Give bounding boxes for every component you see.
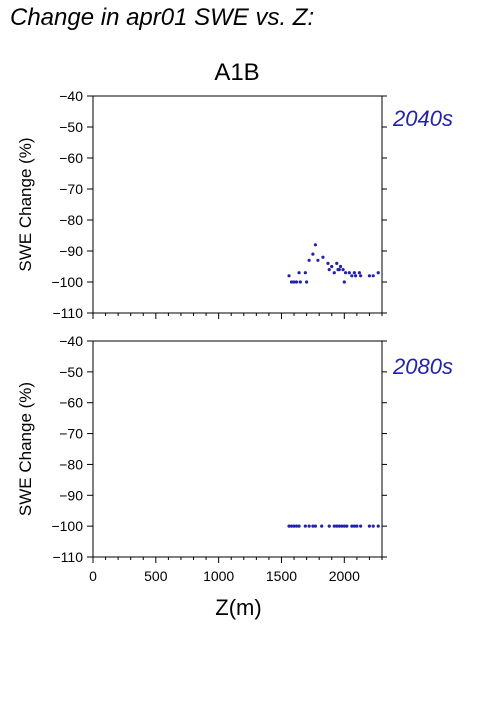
panel-2080s-y-tick-label: −70: [59, 426, 83, 442]
panel-2080s-data-point: [294, 524, 299, 528]
panel-2080s-data-point: [359, 524, 363, 528]
panel-2040s-data-point: [371, 274, 375, 278]
panel-2080s-y-tick-label: −80: [59, 456, 83, 472]
panel-2040s-data-point: [352, 271, 356, 275]
panel-2080s-data-point: [327, 524, 331, 528]
panel-2080s-data-point: [303, 524, 307, 528]
panel-2080s-y-tick-label: −60: [59, 395, 83, 411]
panel-2040s-data-point: [294, 280, 299, 284]
panel-2040s-data-point: [367, 274, 372, 278]
panel-2040s-data-point: [287, 274, 291, 278]
panel-2080s-data-point: [355, 524, 359, 528]
panel-2040s-data-point: [338, 264, 343, 269]
panel-2040s-y-tick-label: −80: [59, 212, 83, 228]
panel-2040s-data-point: [298, 280, 302, 284]
panel-2080s-data-point: [287, 524, 291, 528]
panel-2040s-data-point: [297, 271, 301, 275]
panel-2080s-x-tick-label: 2000: [329, 568, 360, 584]
panel-2040s-data-point: [335, 261, 339, 265]
panel-2040s-data-point: [321, 255, 325, 259]
panel-2080s-y-tick-label: −90: [59, 487, 83, 503]
panel-2040s-data-point: [313, 243, 318, 247]
panel-2080s-data-point: [313, 524, 318, 528]
panel-2080s-x-tick-label: 1500: [266, 568, 297, 584]
panel-2040s-data-point: [307, 258, 311, 262]
panel-2040s-data-point: [359, 274, 363, 278]
panel-2040s-data-point: [332, 271, 336, 275]
panel-2080s-data-point: [292, 524, 296, 528]
panel-2040s-y-tick-label: −60: [59, 150, 83, 166]
panel-2080s-data-point: [335, 524, 339, 528]
page-title: Change in apr01 SWE vs. Z:: [10, 4, 315, 31]
panel-2040s-y-tick-label: −110: [53, 305, 84, 321]
panel-2080s-data-point: [307, 524, 311, 528]
panel-2080s-x-tick-label: 0: [89, 568, 97, 584]
panel-2080s-data-point: [289, 524, 294, 528]
panel-2040s-data-point: [376, 271, 380, 275]
panel-2080s-y-axis-label: SWE Change (%): [16, 382, 35, 516]
panel-2080s-data-point: [337, 524, 341, 528]
panel-2080s-y-tick-label: −100: [51, 518, 83, 534]
panel-2040s-data-point: [342, 280, 346, 284]
panel-2040s-data-point: [350, 274, 354, 278]
panel-2080s-x-axis-label: Z(m): [215, 595, 261, 620]
panel-2080s-data-point: [320, 524, 324, 528]
panel-2080s-data-point: [376, 524, 380, 528]
panel-2080s-data-point: [350, 524, 354, 528]
panel-2040s-data-point: [311, 252, 315, 256]
panel-2040s-data-point: [303, 271, 307, 275]
panel-2040s-data-point: [327, 268, 331, 272]
panel-2040s-y-axis-label: SWE Change (%): [16, 137, 35, 271]
panel-2080s-data-point: [297, 524, 301, 528]
panel-2040s-data-point: [341, 268, 345, 272]
panel-2040s-y-tick-label: −70: [59, 181, 83, 197]
panel-2040s-period-label: 2040s: [392, 106, 453, 131]
panel-2040s-data-point: [357, 271, 361, 275]
panel-2080s-data-point: [342, 524, 346, 528]
panel-2080s-x-tick-label: 1000: [203, 568, 234, 584]
panel-2080s-y-tick-label: −50: [59, 364, 83, 380]
panel-2040s-data-point: [347, 271, 351, 275]
panel-2040s-data-point: [337, 268, 341, 272]
panel-2080s-data-point: [352, 524, 356, 528]
panel-2040s-y-tick-label: −40: [59, 88, 83, 104]
panel-2080s-period-label: 2080s: [392, 354, 453, 379]
panel-2040s-data-point: [316, 258, 320, 262]
panel-2040s-data-point: [330, 264, 334, 269]
panel-2040s-y-tick-label: −100: [51, 274, 83, 290]
panel-2080s-data-point: [340, 524, 344, 528]
panel-2040s-data-point: [305, 280, 309, 284]
panel-2080s-data-point: [345, 524, 349, 528]
panel-2040s-data-point: [326, 261, 330, 265]
panel-2040s-y-tick-label: −90: [59, 243, 83, 259]
panel-2080s-y-tick-label: −110: [53, 549, 84, 565]
panel-2080s-data-point: [371, 524, 375, 528]
panel-2040s-data-point: [289, 280, 294, 284]
panel-2040s-plot-frame: [92, 95, 383, 314]
panel-2080s-x-tick-label: 500: [144, 568, 168, 584]
panel-2080s-data-point: [367, 524, 372, 528]
panel-2080s-data-point: [332, 524, 336, 528]
panel-2040s-data-point: [354, 274, 358, 278]
panel-2080s-data-point: [311, 524, 315, 528]
panel-2080s-plot-frame: [92, 340, 383, 558]
panel-2040s-data-point: [292, 280, 296, 284]
scenario-label: A1B: [214, 59, 259, 86]
panel-2080s-y-tick-label: −40: [59, 333, 83, 349]
panel-2040s-y-tick-label: −50: [59, 119, 83, 135]
panel-2040s-data-point: [343, 271, 348, 275]
